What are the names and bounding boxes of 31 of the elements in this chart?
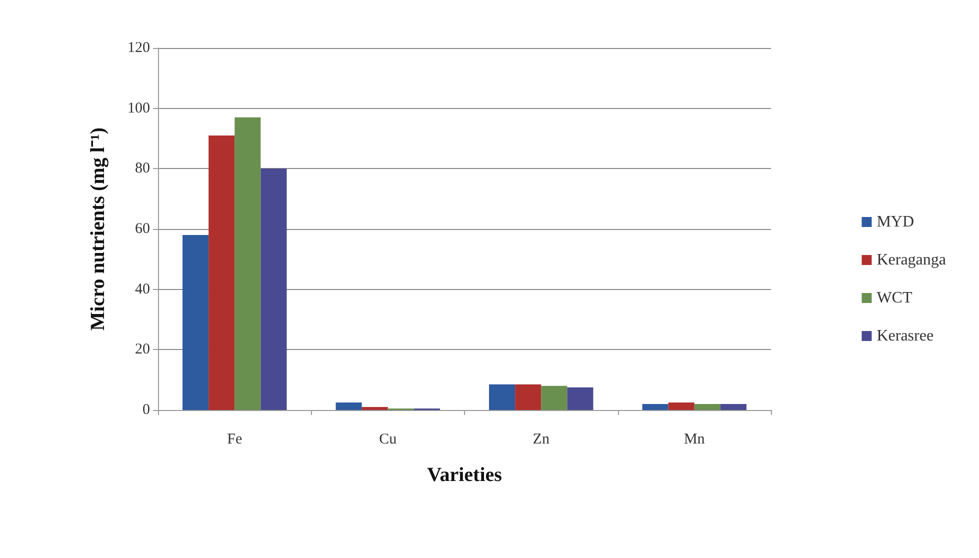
bar — [362, 406, 388, 410]
bar — [515, 384, 542, 410]
legend-label: MYD — [876, 214, 914, 230]
bar — [336, 402, 362, 410]
x-tick-label: Fe — [227, 432, 242, 448]
y-tick-label: 20 — [135, 342, 150, 358]
y-tick-label: 100 — [128, 100, 150, 116]
legend-label: Kerasree — [876, 328, 934, 344]
x-tick-label: Zn — [532, 432, 550, 448]
bar — [182, 235, 209, 410]
x-tick-label: Cu — [379, 432, 398, 448]
bar — [642, 404, 668, 410]
y-axis-title: Micro nutrients (mg l⁻¹) — [87, 127, 109, 331]
y-tick-label: 40 — [135, 281, 150, 298]
bar — [567, 387, 594, 410]
x-axis-title: Varieties — [427, 464, 502, 486]
y-tick-label: 0 — [142, 402, 150, 418]
bar — [208, 135, 235, 410]
bar — [234, 117, 261, 410]
legend-label: Keraganga — [876, 252, 946, 268]
bar — [489, 384, 516, 410]
bar — [541, 386, 568, 410]
y-tick-label: 120 — [128, 40, 150, 56]
bar — [668, 402, 694, 410]
legend-label: WCT — [876, 290, 912, 306]
y-tick-label: 80 — [135, 160, 150, 177]
bar — [260, 168, 287, 410]
bar — [720, 404, 746, 410]
bar — [694, 404, 720, 410]
x-tick-label: Mn — [684, 432, 706, 448]
y-tick-label: 60 — [135, 221, 150, 237]
